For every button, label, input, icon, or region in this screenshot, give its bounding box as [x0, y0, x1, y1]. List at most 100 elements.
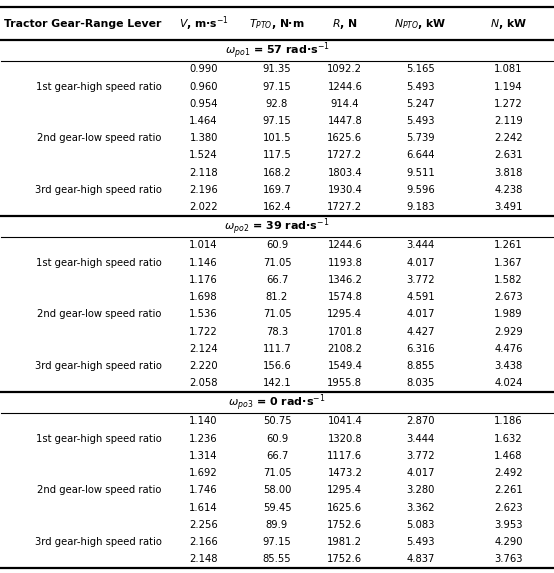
Text: 3rd gear-high speed ratio: 3rd gear-high speed ratio — [35, 185, 162, 195]
Text: 9.511: 9.511 — [406, 168, 435, 178]
Text: 2.929: 2.929 — [494, 327, 523, 336]
Text: 78.3: 78.3 — [266, 327, 288, 336]
Text: 4.837: 4.837 — [406, 554, 435, 564]
Text: 1.989: 1.989 — [494, 309, 523, 319]
Text: 1.194: 1.194 — [494, 81, 523, 92]
Text: 3.362: 3.362 — [406, 503, 435, 513]
Text: 168.2: 168.2 — [263, 168, 291, 178]
Text: 3.772: 3.772 — [406, 275, 435, 285]
Text: 1447.8: 1447.8 — [327, 116, 362, 126]
Text: 1.582: 1.582 — [494, 275, 523, 285]
Text: 2.623: 2.623 — [494, 503, 523, 513]
Text: 3.818: 3.818 — [494, 168, 523, 178]
Text: 4.427: 4.427 — [406, 327, 435, 336]
Text: 1.632: 1.632 — [494, 434, 523, 444]
Text: 2.631: 2.631 — [494, 151, 523, 160]
Text: 3.763: 3.763 — [494, 554, 523, 564]
Text: 66.7: 66.7 — [266, 451, 288, 461]
Text: 2.673: 2.673 — [494, 292, 523, 302]
Text: 5.739: 5.739 — [406, 134, 435, 143]
Text: 5.165: 5.165 — [406, 64, 435, 74]
Text: 1.140: 1.140 — [189, 417, 218, 426]
Text: 5.493: 5.493 — [406, 116, 435, 126]
Text: 2.166: 2.166 — [189, 537, 218, 547]
Text: 3.444: 3.444 — [407, 241, 434, 250]
Text: 1.314: 1.314 — [189, 451, 218, 461]
Text: 1.380: 1.380 — [189, 134, 218, 143]
Text: 97.15: 97.15 — [263, 116, 291, 126]
Text: 4.024: 4.024 — [494, 378, 523, 388]
Text: 1752.6: 1752.6 — [327, 520, 362, 530]
Text: 9.596: 9.596 — [406, 185, 435, 195]
Text: 5.083: 5.083 — [406, 520, 435, 530]
Text: 1117.6: 1117.6 — [327, 451, 362, 461]
Text: 1.236: 1.236 — [189, 434, 218, 444]
Text: 1346.2: 1346.2 — [327, 275, 362, 285]
Text: 2.870: 2.870 — [406, 417, 435, 426]
Text: 97.15: 97.15 — [263, 81, 291, 92]
Text: 89.9: 89.9 — [266, 520, 288, 530]
Text: 1.722: 1.722 — [189, 327, 218, 336]
Text: 50.75: 50.75 — [263, 417, 291, 426]
Text: 3.491: 3.491 — [494, 202, 523, 212]
Text: 9.183: 9.183 — [406, 202, 435, 212]
Text: 0.990: 0.990 — [189, 64, 218, 74]
Text: 2.256: 2.256 — [189, 520, 218, 530]
Text: Tractor Gear-Range Lever: Tractor Gear-Range Lever — [4, 18, 161, 29]
Text: 2.058: 2.058 — [189, 378, 218, 388]
Text: 1.698: 1.698 — [189, 292, 218, 302]
Text: 71.05: 71.05 — [263, 309, 291, 319]
Text: 2nd gear-low speed ratio: 2nd gear-low speed ratio — [37, 485, 162, 496]
Text: 117.5: 117.5 — [263, 151, 291, 160]
Text: 1320.8: 1320.8 — [327, 434, 362, 444]
Text: 162.4: 162.4 — [263, 202, 291, 212]
Text: 4.290: 4.290 — [494, 537, 523, 547]
Text: 60.9: 60.9 — [266, 434, 288, 444]
Text: 1.014: 1.014 — [189, 241, 218, 250]
Text: 111.7: 111.7 — [263, 344, 291, 354]
Text: 4.476: 4.476 — [494, 344, 523, 354]
Text: 1st gear-high speed ratio: 1st gear-high speed ratio — [36, 81, 162, 92]
Text: 1.176: 1.176 — [189, 275, 218, 285]
Text: 2.492: 2.492 — [494, 468, 523, 478]
Text: 5.493: 5.493 — [406, 81, 435, 92]
Text: 3.444: 3.444 — [407, 434, 434, 444]
Text: 1727.2: 1727.2 — [327, 151, 362, 160]
Text: $\omega_{po3}$ = 0 rad·s$^{-1}$: $\omega_{po3}$ = 0 rad·s$^{-1}$ — [228, 392, 326, 413]
Text: 92.8: 92.8 — [266, 99, 288, 109]
Text: 1.186: 1.186 — [494, 417, 523, 426]
Text: 2.022: 2.022 — [189, 202, 218, 212]
Text: $\omega_{po1}$ = 57 rad·s$^{-1}$: $\omega_{po1}$ = 57 rad·s$^{-1}$ — [224, 40, 330, 61]
Text: 1.464: 1.464 — [189, 116, 218, 126]
Text: 142.1: 142.1 — [263, 378, 291, 388]
Text: 4.017: 4.017 — [406, 309, 435, 319]
Text: 3.953: 3.953 — [494, 520, 523, 530]
Text: 3.280: 3.280 — [406, 485, 435, 496]
Text: 1.367: 1.367 — [494, 258, 523, 268]
Text: 1625.6: 1625.6 — [327, 503, 362, 513]
Text: 1.468: 1.468 — [494, 451, 523, 461]
Text: 8.855: 8.855 — [406, 361, 435, 371]
Text: 66.7: 66.7 — [266, 275, 288, 285]
Text: 5.493: 5.493 — [406, 537, 435, 547]
Text: 3.772: 3.772 — [406, 451, 435, 461]
Text: 1st gear-high speed ratio: 1st gear-high speed ratio — [36, 258, 162, 268]
Text: 1955.8: 1955.8 — [327, 378, 362, 388]
Text: 1295.4: 1295.4 — [327, 309, 362, 319]
Text: 1092.2: 1092.2 — [327, 64, 362, 74]
Text: 2nd gear-low speed ratio: 2nd gear-low speed ratio — [37, 134, 162, 143]
Text: 85.55: 85.55 — [263, 554, 291, 564]
Text: $V$, m·s$^{-1}$: $V$, m·s$^{-1}$ — [179, 14, 228, 33]
Text: 0.954: 0.954 — [189, 99, 218, 109]
Text: 1625.6: 1625.6 — [327, 134, 362, 143]
Text: $T_{PTO}$, N·m: $T_{PTO}$, N·m — [249, 17, 305, 30]
Text: 1193.8: 1193.8 — [327, 258, 362, 268]
Text: 1701.8: 1701.8 — [327, 327, 362, 336]
Text: 2.242: 2.242 — [494, 134, 523, 143]
Text: 4.017: 4.017 — [406, 258, 435, 268]
Text: 1752.6: 1752.6 — [327, 554, 362, 564]
Text: 1244.6: 1244.6 — [327, 81, 362, 92]
Text: $R$, N: $R$, N — [332, 17, 358, 30]
Text: 8.035: 8.035 — [406, 378, 435, 388]
Text: 1.614: 1.614 — [189, 503, 218, 513]
